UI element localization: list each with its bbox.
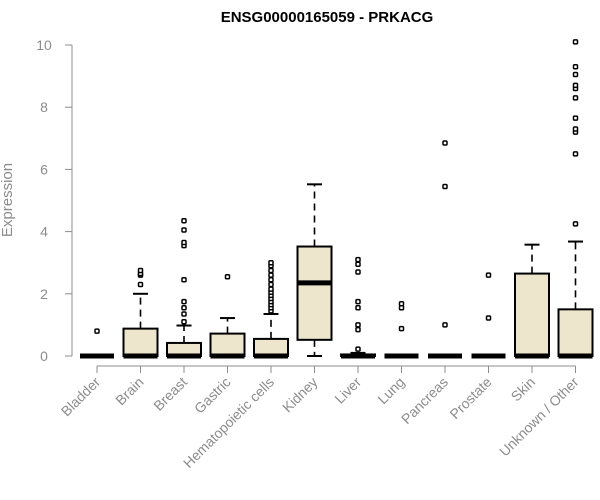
box-8 xyxy=(428,140,462,359)
x-tick-label: Liver xyxy=(331,374,364,407)
outlier-point xyxy=(268,272,274,278)
box-body xyxy=(209,332,246,358)
outlier-point xyxy=(572,221,579,227)
outlier-point xyxy=(355,322,361,328)
outlier-point xyxy=(442,322,448,328)
outlier-point xyxy=(268,281,274,288)
x-tick-label: Pancreas xyxy=(398,374,451,427)
outlier-point xyxy=(181,311,187,317)
outlier-point xyxy=(224,273,231,280)
box-0 xyxy=(80,328,114,359)
outlier-point xyxy=(355,298,361,305)
outlier-point xyxy=(181,217,187,224)
outlier-point xyxy=(181,239,187,246)
box-11 xyxy=(557,39,594,359)
x-tick-label: Prostate xyxy=(446,374,494,422)
outlier-point xyxy=(355,261,361,268)
x-tick-label: Brain xyxy=(112,374,146,408)
outlier-point xyxy=(268,277,274,283)
outlier-point xyxy=(181,227,187,233)
boxes-group xyxy=(80,39,594,359)
outlier-point xyxy=(355,326,361,333)
box-6 xyxy=(340,256,376,359)
outlier-point xyxy=(268,259,274,266)
box-body xyxy=(122,327,159,357)
outlier-point xyxy=(355,346,361,352)
box-body xyxy=(514,272,550,357)
outlier-point xyxy=(268,286,274,292)
outlier-point xyxy=(181,298,187,305)
outlier-point xyxy=(355,256,361,263)
x-tick-label: Breast xyxy=(150,374,190,414)
outlier-point xyxy=(485,272,492,278)
y-tick-label: 8 xyxy=(40,99,48,115)
x-tick-label: Gastric xyxy=(191,374,234,417)
outlier-point xyxy=(572,126,579,132)
box-7 xyxy=(384,301,419,359)
outlier-point xyxy=(398,301,405,307)
outlier-point xyxy=(572,95,579,101)
box-4 xyxy=(253,259,289,359)
box-3 xyxy=(209,273,246,359)
outlier-point xyxy=(572,64,579,70)
box-body xyxy=(557,308,594,358)
outlier-point xyxy=(137,267,144,274)
outlier-point xyxy=(572,39,579,45)
outlier-point xyxy=(572,151,579,157)
outlier-point xyxy=(181,305,187,311)
outlier-point xyxy=(442,140,448,146)
outlier-point xyxy=(398,325,405,332)
x-tick-label: Skin xyxy=(508,374,539,405)
x-tick-label: Bladder xyxy=(58,374,104,420)
outlier-point xyxy=(181,319,187,325)
y-tick-label: 10 xyxy=(36,37,52,53)
box-2 xyxy=(166,217,202,359)
outlier-point xyxy=(355,305,361,311)
outlier-point xyxy=(94,328,100,334)
outlier-point xyxy=(572,71,579,78)
y-tick-label: 4 xyxy=(40,224,48,240)
chart-title: ENSG00000165059 - PRKACG xyxy=(221,9,434,26)
box-1 xyxy=(122,267,159,359)
x-tick-label: Lung xyxy=(374,374,407,407)
y-tick-label: 2 xyxy=(40,286,48,302)
box-body xyxy=(296,245,333,341)
outlier-point xyxy=(355,269,361,275)
outlier-point xyxy=(181,277,187,283)
box-5 xyxy=(296,183,333,357)
box-body xyxy=(253,337,289,357)
x-tick-label: Unknown / Other xyxy=(496,374,582,460)
outlier-point xyxy=(485,315,492,321)
outlier-point xyxy=(572,82,579,89)
y-tick-label: 6 xyxy=(40,161,48,177)
outlier-point xyxy=(268,267,274,274)
outlier-point xyxy=(137,281,144,288)
outlier-point xyxy=(442,183,448,190)
box-10 xyxy=(514,243,550,359)
y-axis-title: Expression xyxy=(0,163,16,237)
x-tick-label: Kidney xyxy=(279,374,321,416)
box-9 xyxy=(471,272,506,359)
outlier-point xyxy=(572,115,579,121)
y-tick-label: 0 xyxy=(40,348,48,364)
y-axis: 0 2 4 6 8 10 xyxy=(36,37,73,364)
